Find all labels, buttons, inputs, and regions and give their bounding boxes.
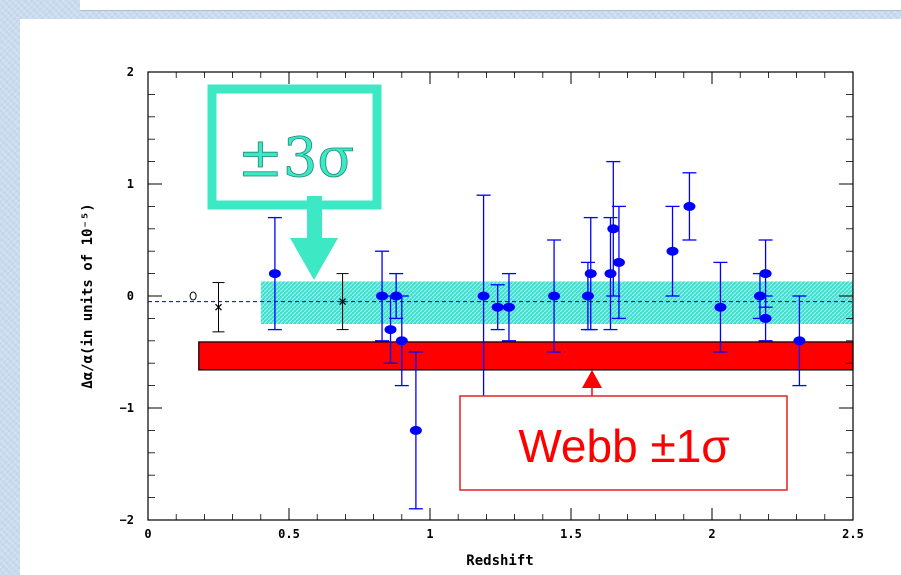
sigma3-arrow (290, 196, 338, 280)
webb-label-box (459, 395, 788, 491)
point-marker (683, 201, 696, 211)
point-marker (477, 291, 490, 301)
point-marker (584, 269, 597, 279)
comparison-point (212, 282, 225, 333)
point-marker (376, 291, 389, 301)
webb-label: Webb ±1σ (518, 420, 729, 472)
data-point (713, 261, 728, 353)
point-marker (384, 325, 397, 335)
point-marker (491, 302, 504, 312)
data-point (547, 239, 562, 353)
sigma3-label: ±3σ (238, 126, 354, 189)
point-marker (409, 425, 422, 435)
y-tick-label: 1 (127, 177, 134, 191)
point-marker (607, 224, 620, 234)
data-point (758, 295, 773, 342)
y-tick-label: 0 (127, 289, 134, 303)
data-point (375, 250, 390, 342)
data-point (611, 205, 626, 320)
point-marker (759, 313, 772, 323)
comparison-cross-marker (215, 303, 222, 311)
point-marker (502, 302, 515, 312)
comparison-point (336, 273, 349, 331)
point-marker (581, 291, 594, 301)
data-point (682, 172, 697, 241)
data-point (606, 160, 621, 297)
x-tick-label: 1.5 (560, 527, 582, 541)
point-marker (759, 269, 772, 279)
data-point (408, 351, 423, 510)
data-point (501, 272, 516, 342)
y-tick-label: 2 (127, 65, 134, 79)
data-point (490, 284, 505, 331)
data-point (267, 216, 282, 331)
x-tick-label: 1 (426, 527, 433, 541)
data-point (383, 295, 398, 364)
point-marker (714, 302, 727, 312)
x-tick-label: 0.5 (278, 527, 300, 541)
slide-top-bar (80, 0, 901, 11)
sigma3-label-box (207, 84, 382, 210)
data-point (792, 295, 807, 387)
x-tick-label: 2 (708, 527, 715, 541)
x-axis-label: Redshift (466, 553, 533, 569)
y-tick-label: −2 (120, 513, 134, 527)
y-axis-label: Δα/α(in units of 10⁻⁵) (80, 203, 96, 388)
comparison-cross-marker (339, 298, 347, 306)
webb-arrow-head (582, 370, 602, 388)
data-point (394, 295, 409, 387)
sigma3-band (260, 281, 853, 324)
point-marker (548, 291, 561, 301)
point-marker (666, 246, 679, 256)
data-point (583, 216, 598, 331)
point-marker (268, 269, 281, 279)
comparison-point-circle (189, 291, 197, 301)
x-tick-label: 2.5 (842, 527, 864, 541)
data-point (665, 205, 680, 297)
webb-band (198, 341, 854, 371)
point-marker (395, 336, 408, 346)
point-marker (612, 257, 625, 267)
x-tick-label: 0 (144, 527, 151, 541)
point-marker (604, 269, 617, 279)
point-marker (793, 336, 806, 346)
y-tick-label: −1 (120, 401, 134, 415)
